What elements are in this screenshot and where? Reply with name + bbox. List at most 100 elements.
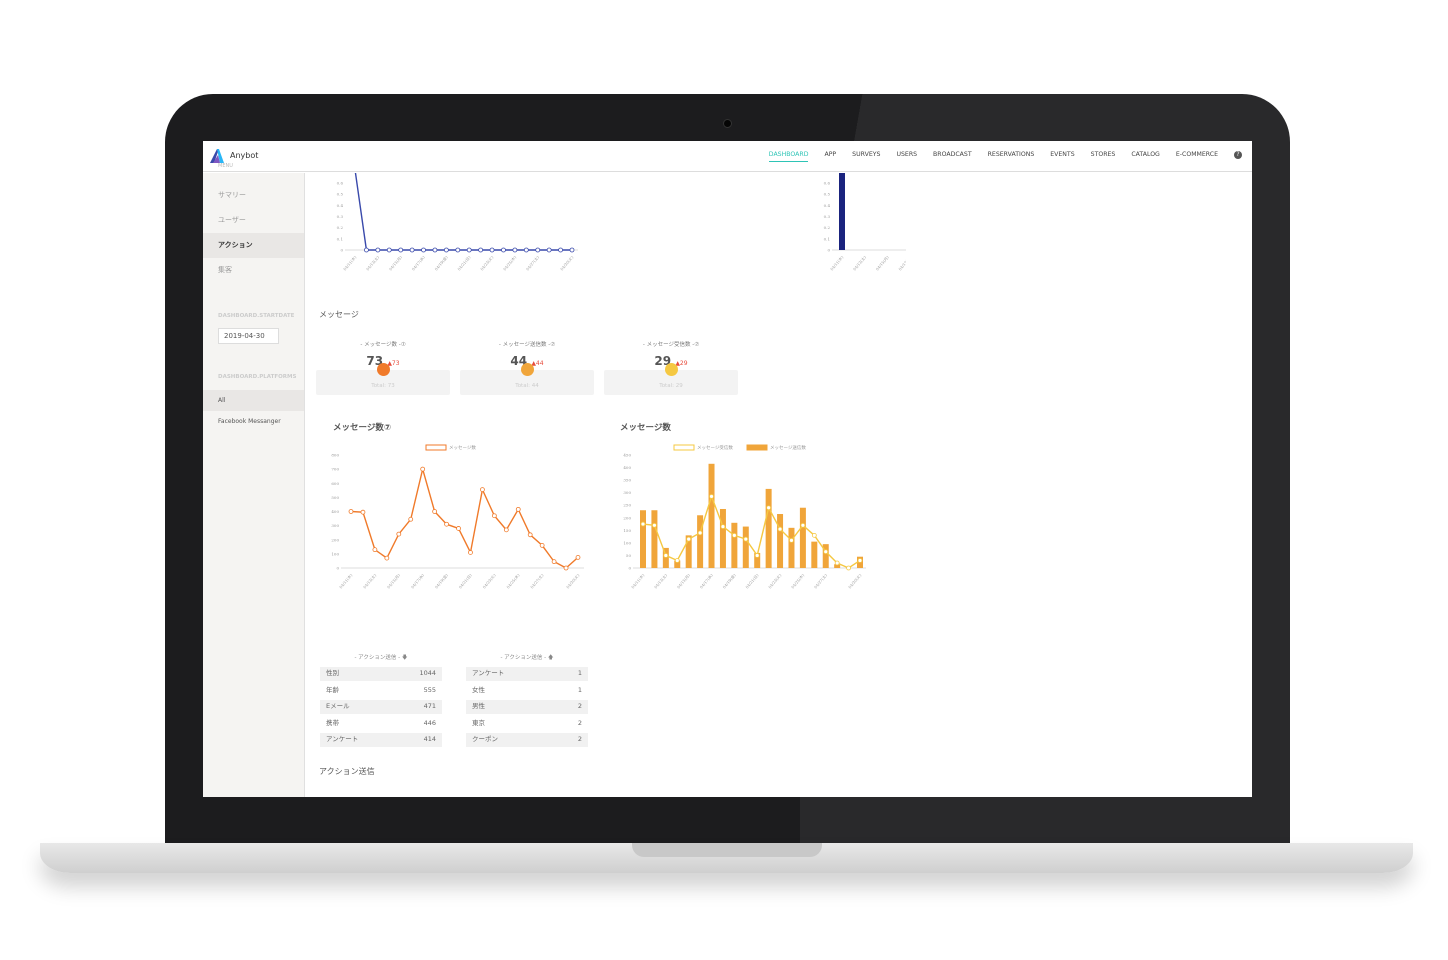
bar xyxy=(777,514,784,568)
row-label: アンケート xyxy=(326,735,359,743)
sidebar-item[interactable]: ユーザー xyxy=(218,216,246,224)
bar xyxy=(697,515,704,568)
help-icon[interactable]: ? xyxy=(1234,151,1242,159)
laptop-notch xyxy=(632,843,822,857)
bar xyxy=(708,463,715,568)
legend-swatch[interactable] xyxy=(425,444,447,451)
platform-item[interactable]: All xyxy=(203,390,304,411)
legend-label[interactable]: メッセージ受信数 xyxy=(697,444,733,451)
table-row: 東京 2 xyxy=(466,717,588,733)
platform-item[interactable]: Facebook Messanger xyxy=(218,418,281,425)
data-point xyxy=(491,513,497,519)
x-tick-label: 04/21(日) xyxy=(456,254,472,271)
y-tick-label: 0.2 xyxy=(337,225,344,230)
x-tick-label: 04/11(木) xyxy=(630,572,646,589)
sidebar-item[interactable]: 集客 xyxy=(218,266,232,274)
metric-total: Total: 44 xyxy=(515,383,539,389)
row-value: 446 xyxy=(423,718,436,727)
data-point xyxy=(432,509,438,514)
nav-events[interactable]: EVENTS xyxy=(1050,151,1075,158)
x-tick-label: 04/15(月) xyxy=(676,572,692,589)
camera xyxy=(723,119,732,128)
data-point xyxy=(652,522,657,528)
data-point xyxy=(348,509,354,514)
legend-label[interactable]: メッセージ送信数 xyxy=(770,444,806,451)
legend-swatch[interactable] xyxy=(746,444,768,451)
bar xyxy=(731,522,738,568)
anybot-logo-icon[interactable] xyxy=(210,149,224,163)
data-point xyxy=(409,247,415,253)
messages-line-chart: 0 100 200 300 400 500 600 700 800 04/11(木) 04/13(土… xyxy=(331,444,584,589)
x-tick-label: 04/30(火) xyxy=(559,254,575,271)
nav-e-commerce[interactable]: E-COMMERCE xyxy=(1175,151,1218,158)
y-tick-label: 350 xyxy=(623,478,631,483)
y-tick-label: 200 xyxy=(331,537,339,542)
x-tick-label: 04/25(木) xyxy=(790,572,806,589)
bar xyxy=(788,527,795,568)
action-table-left: - アクション送信 - 🡇 性別 1044 年齢 555 Eメール 471 携帯 446 アンケー… xyxy=(320,653,442,750)
data-point xyxy=(372,547,378,553)
table-row: 携帯 446 xyxy=(320,717,442,733)
x-tick-label: 04/15(月) xyxy=(386,572,402,589)
data-point xyxy=(535,247,541,253)
nav-broadcast[interactable]: BROADCAST xyxy=(933,151,972,158)
y-tick-label: 0.5 xyxy=(337,192,344,197)
table-row: アンケート 414 xyxy=(320,733,442,750)
bar xyxy=(685,535,692,568)
data-point xyxy=(766,505,772,511)
data-point xyxy=(697,530,703,536)
messages-bar-chart: 0 50 100 150 200 250 300 350 400 450 04/11(木) 04/13… xyxy=(623,444,866,589)
data-point xyxy=(523,247,529,253)
row-value: 414 xyxy=(423,735,436,743)
metric-card: - メッセージ受信数 -⑦ 29 ▲29 Total: 29 xyxy=(604,338,738,398)
data-point xyxy=(811,532,817,538)
nav-reservations[interactable]: RESERVATIONS xyxy=(987,151,1035,158)
legend-label[interactable]: メッセージ数 xyxy=(449,444,476,451)
platforms-label: DASHBOARD.PLATFORMS xyxy=(218,374,297,380)
x-tick-label: 04/27(土) xyxy=(813,572,829,589)
sidebar-item[interactable]: アクション xyxy=(203,233,304,258)
bar xyxy=(754,552,761,568)
data-point xyxy=(563,565,569,571)
metric-delta: ▲44 xyxy=(531,360,544,367)
x-tick-label: 04/19(金) xyxy=(721,572,737,589)
menu-label: MENU xyxy=(218,163,233,169)
x-tick-label: 04/15(月) xyxy=(875,254,891,271)
x-tick-label: 04/13(土) xyxy=(653,572,669,589)
sidebar-item[interactable]: サマリー xyxy=(218,191,246,199)
y-tick-label: 0.6 xyxy=(337,181,344,186)
legend-swatch[interactable] xyxy=(673,444,695,451)
nav-dashboard[interactable]: DASHBOARD xyxy=(768,151,809,162)
x-tick-label: 04/19(金) xyxy=(434,572,450,589)
data-point xyxy=(823,549,829,555)
data-point xyxy=(789,537,794,543)
row-value: 1 xyxy=(577,685,582,694)
nav-stores[interactable]: STORES xyxy=(1090,151,1116,158)
x-tick-label: 04/17(水) xyxy=(411,254,427,271)
nav-users[interactable]: USERS xyxy=(896,151,918,158)
y-tick-label: 200 xyxy=(623,515,631,520)
y-tick-label: 0.5 xyxy=(824,192,831,197)
y-tick-label: 0.4 xyxy=(337,203,344,208)
table-title: - アクション送信 - 🡅 xyxy=(500,655,554,661)
y-tick-label: 500 xyxy=(331,495,339,500)
nav-surveys[interactable]: SURVEYS xyxy=(852,151,881,158)
data-point xyxy=(512,247,518,253)
nav-catalog[interactable]: CATALOG xyxy=(1131,151,1160,158)
data-point xyxy=(640,521,646,527)
y-tick-label: 300 xyxy=(623,490,631,495)
x-tick-label: 04/17(水) xyxy=(897,254,906,271)
bar xyxy=(640,510,646,568)
x-tick-label: 04/17(水) xyxy=(410,572,426,589)
startdate-input[interactable]: 2019-04-30 xyxy=(218,328,279,344)
nav-app[interactable]: APP xyxy=(824,151,837,158)
series-line xyxy=(354,173,572,251)
x-tick-label: 04/13(土) xyxy=(362,572,378,589)
data-point xyxy=(408,516,414,522)
y-tick-label: 0.3 xyxy=(824,214,831,219)
table-row: 性別 1044 xyxy=(320,667,442,684)
y-tick-label: 0.1 xyxy=(337,236,343,241)
row-label: Eメール xyxy=(326,702,350,710)
x-tick-label: 04/25(木) xyxy=(505,572,521,589)
x-tick-label: 04/11(木) xyxy=(829,254,845,271)
